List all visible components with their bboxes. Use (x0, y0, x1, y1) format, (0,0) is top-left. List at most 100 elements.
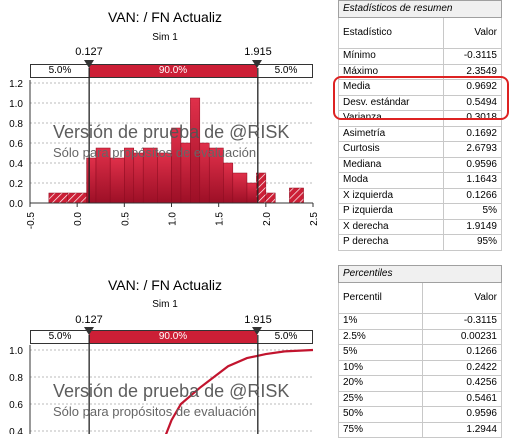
row-value: 0.9596 (421, 406, 503, 423)
watermark-title: Versión de prueba de @RISK (53, 122, 290, 142)
table-row: Mediana 0.9596 (338, 156, 503, 173)
row-value: 5% (442, 203, 503, 220)
row-label: 1% (338, 313, 423, 330)
left-marker-triangle[interactable] (84, 327, 94, 335)
histogram-panel: VAN: / FN Actualiz Sim 1 0.127 1.915 5.0… (0, 0, 330, 260)
histogram-bar (289, 187, 304, 204)
y-tick-label: 1.0 (9, 346, 23, 357)
x-tick-label: 0.5 (120, 212, 131, 226)
row-label: P izquierda (338, 203, 444, 220)
right-pct-label: 5.0% (274, 65, 298, 76)
row-value: 2.6793 (442, 141, 503, 158)
row-value: -0.3115 (421, 313, 503, 330)
y-tick-label: 1.2 (9, 79, 23, 90)
x-tick-label: 2.0 (262, 212, 273, 226)
histogram-bar (265, 192, 276, 204)
left-marker-value: 0.127 (75, 46, 103, 58)
table-row: Máximo 2.3549 (338, 63, 503, 80)
row-value: 1.2944 (421, 421, 503, 438)
stats-col-val: Valor (442, 17, 503, 49)
table-row: Asimetría 0.1692 (338, 125, 503, 142)
row-label: Moda (338, 172, 444, 189)
histogram-bar (67, 192, 87, 204)
table-row: Curtosis 2.6793 (338, 141, 503, 158)
y-tick-label: 0.2 (9, 179, 23, 190)
row-value: 0.4256 (421, 375, 503, 392)
table-row: X izquierda 0.1266 (338, 187, 503, 204)
table-row: P derecha 95% (338, 234, 503, 251)
row-label: X izquierda (338, 187, 444, 204)
table-row: 25% 0.5461 (338, 390, 503, 407)
row-value: 0.00231 (421, 328, 503, 345)
percentiles-header: Percentiles (338, 265, 502, 283)
summary-stats-table: Estadísticos de resumen Estadístico Valo… (338, 0, 503, 251)
right-marker-triangle[interactable] (252, 60, 262, 68)
row-label: Mínimo (338, 48, 444, 65)
histogram-bar (232, 172, 248, 204)
x-tick-label: 1.5 (215, 212, 226, 226)
table-row: 20% 0.4256 (338, 375, 503, 392)
table-row: P izquierda 5% (338, 203, 503, 220)
y-tick-label: 0.4 (9, 427, 23, 434)
right-pct-label: 5.0% (274, 331, 298, 342)
watermark-subtitle: Sólo para propósitos de evaluación (53, 145, 257, 160)
table-row: 50% 0.9596 (338, 406, 503, 423)
table-row: 1% -0.3115 (338, 313, 503, 330)
x-tick-label: 1.0 (168, 212, 179, 226)
mid-pct-label: 90.0% (89, 331, 257, 343)
row-value: 0.1266 (442, 187, 503, 204)
row-label: X derecha (338, 218, 444, 235)
chart-subtitle: Sim 1 (152, 299, 178, 310)
y-tick-label: 1.0 (9, 99, 23, 110)
left-pct-label: 5.0% (48, 331, 72, 342)
histogram-chart: 1.21.00.80.60.40.20.0-0.5 0.0 0.5 1.0 1.5 2.0… (9, 60, 320, 230)
histogram-bar (223, 162, 234, 204)
percent-range-bar[interactable]: 5.0% 90.0% 5.0% (30, 330, 313, 344)
y-tick-label: 0.0 (9, 199, 23, 210)
x-tick-label: 0.0 (73, 212, 84, 226)
chart-subtitle: Sim 1 (152, 32, 178, 43)
row-label: 10% (338, 359, 423, 376)
watermark-title: Versión de prueba de @RISK (53, 381, 290, 401)
histogram-bar (109, 157, 125, 204)
y-tick-label: 0.8 (9, 373, 23, 384)
highlight-oval (333, 76, 509, 120)
table-row: 2.5% 0.00231 (338, 328, 503, 345)
row-label: 2.5% (338, 328, 423, 345)
row-value: 0.9596 (442, 156, 503, 173)
x-tick-label: 2.5 (309, 212, 320, 226)
table-row: Mínimo -0.3115 (338, 48, 503, 65)
right-marker-value: 1.915 (244, 46, 272, 58)
table-row: X derecha 1.9149 (338, 218, 503, 235)
histogram-bar (246, 182, 257, 204)
watermark-subtitle: Sólo para propósitos de evaluación (53, 404, 257, 419)
histogram-bar (48, 192, 68, 204)
stats-col-stat: Estadístico (338, 17, 444, 49)
row-value: 95% (442, 234, 503, 251)
row-label: 20% (338, 375, 423, 392)
chart-title: VAN: / FN Actualiz (107, 9, 223, 25)
table-row: Moda 1.1643 (338, 172, 503, 189)
right-marker-value: 1.915 (244, 314, 272, 326)
row-label: Mediana (338, 156, 444, 173)
left-marker-triangle[interactable] (84, 60, 94, 68)
percent-range-bar[interactable]: 5.0% 90.0% 5.0% (30, 64, 313, 78)
row-label: Curtosis (338, 141, 444, 158)
cumulative-line (164, 348, 314, 434)
row-label: P derecha (338, 234, 444, 251)
row-value: -0.3115 (442, 48, 503, 65)
row-value: 0.2422 (421, 359, 503, 376)
left-marker-value: 0.127 (75, 314, 103, 326)
chart-title: VAN: / FN Actualiz (107, 277, 223, 293)
histogram-bar (133, 152, 144, 204)
y-tick-label: 0.4 (9, 159, 23, 170)
row-value: 1.1643 (442, 172, 503, 189)
cumulative-panel: VAN: / FN Actualiz Sim 1 0.127 1.915 5.0… (0, 265, 330, 434)
x-tick-label: -0.5 (26, 212, 37, 230)
mid-pct-label: 90.0% (89, 65, 257, 77)
right-marker-triangle[interactable] (252, 327, 262, 335)
histogram-bar (157, 152, 172, 204)
row-value: 0.1266 (421, 344, 503, 361)
percentiles-col-val: Valor (421, 282, 503, 314)
y-tick-label: 0.6 (9, 139, 23, 150)
